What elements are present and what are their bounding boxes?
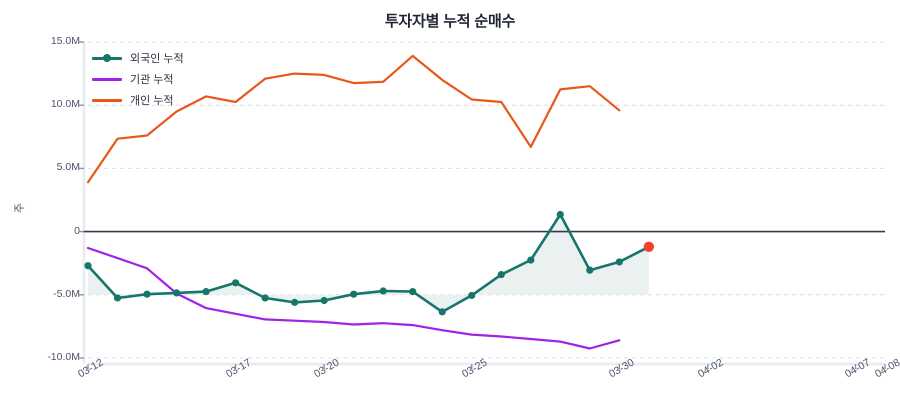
legend-label: 외국인 누적 (130, 53, 184, 65)
data-point-marker (143, 290, 151, 298)
data-point-marker (113, 294, 122, 302)
legend-item[interactable]: 개인 누적 (92, 92, 184, 108)
chart-title: 투자자별 누적 순매수 (384, 13, 516, 30)
legend-swatch-icon (92, 72, 122, 86)
data-point-marker (84, 262, 92, 270)
data-point-marker (527, 256, 535, 264)
data-point-marker (556, 210, 564, 219)
data-point-marker (231, 279, 240, 287)
legend-swatch-icon (92, 93, 122, 107)
legend-item[interactable]: 외국인 누적 (92, 50, 184, 66)
last-point-marker (643, 241, 655, 252)
data-point-marker (586, 266, 594, 274)
data-point-marker (468, 291, 476, 300)
area-fill (88, 214, 649, 312)
y-axis-ticks: 15.0M 10.0M 5.0M 0 -5.0M -10.0M (0, 0, 80, 420)
series-line-0 (86, 213, 651, 314)
data-point-marker (320, 296, 328, 305)
data-point-marker (409, 288, 417, 296)
data-point-marker (615, 258, 623, 266)
data-point-marker (438, 308, 446, 316)
data-point-marker (350, 290, 358, 298)
data-point-marker (379, 287, 387, 295)
y-tick-label: -10.0M (47, 351, 80, 363)
data-point-marker (172, 289, 181, 297)
legend-label: 개인 누적 (130, 95, 174, 107)
y-tick-label: 0 (74, 224, 80, 237)
y-tick-label: 15.0M (50, 35, 80, 47)
series-line-2 (86, 54, 621, 184)
y-tick-label: 5.0M (56, 161, 80, 174)
legend-swatch-icon (92, 51, 122, 65)
data-point-marker (497, 270, 505, 279)
legend-label: 기관 누적 (130, 74, 174, 86)
data-point-marker (291, 298, 299, 306)
y-tick-label: -5.0M (53, 287, 80, 300)
legend-item[interactable]: 기관 누적 (92, 71, 184, 87)
data-point-marker (202, 288, 210, 296)
y-tick-label: 10.0M (50, 98, 80, 111)
data-point-marker (261, 294, 269, 302)
